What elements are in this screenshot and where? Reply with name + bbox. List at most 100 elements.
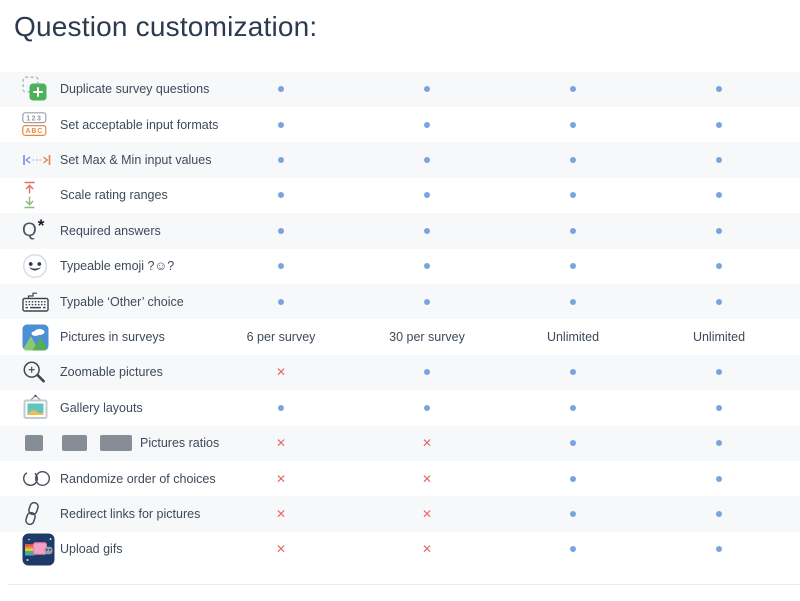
plan-value-cell	[646, 107, 792, 142]
input-formats-icon: 123 ABC	[22, 112, 60, 137]
svg-text:123: 123	[26, 115, 42, 122]
plan-value-cell	[500, 461, 646, 496]
plan-value-cell	[500, 284, 646, 319]
plan-value-cell	[500, 72, 646, 107]
feature-row: Pictures ratios ✕ ✕	[0, 425, 800, 461]
plan-value-cell	[354, 72, 500, 107]
included-dot	[424, 263, 430, 270]
plan-value-cell	[500, 390, 646, 425]
feature-row: Duplicate survey questions	[0, 71, 800, 107]
plan-value-cell: 30 per survey	[354, 319, 500, 354]
plan-value-cell	[208, 249, 354, 284]
randomize-icon	[22, 470, 60, 487]
included-dot	[716, 475, 722, 482]
included-dot	[570, 157, 576, 164]
plan-value-cell: ✕	[354, 496, 500, 531]
feature-cell: Q * Required answers	[0, 213, 208, 248]
svg-text:ABC: ABC	[26, 128, 44, 135]
included-dot	[278, 298, 284, 305]
plan-value-cell	[208, 390, 354, 425]
emoji-icon	[22, 253, 60, 279]
plan-value-cell	[646, 178, 792, 213]
feature-cell: Zoomable pictures	[0, 355, 208, 390]
included-dot	[278, 227, 284, 234]
plan-value-cell	[354, 178, 500, 213]
included-dot	[570, 298, 576, 305]
plan-value-cell	[500, 213, 646, 248]
plan-value-cell	[646, 284, 792, 319]
plan-value-cell: 6 per survey	[208, 319, 354, 354]
link-icon	[22, 501, 60, 526]
not-included-cross: ✕	[421, 542, 433, 557]
included-dot	[716, 227, 722, 234]
feature-row: Typable ‘Other’ choice	[0, 283, 800, 320]
included-dot	[570, 440, 576, 447]
plan-value-cell	[646, 532, 792, 567]
plan-value-cell: ✕	[208, 496, 354, 531]
plan-value-text: 30 per survey	[389, 330, 465, 345]
feature-cell: Set Max & Min input values	[0, 142, 211, 177]
plan-value-cell: Unlimited	[646, 319, 792, 354]
feature-label: Redirect links for pictures	[60, 506, 201, 521]
plan-value-cell	[646, 72, 792, 107]
plan-value-cell: ✕	[208, 426, 354, 461]
included-dot	[570, 546, 576, 553]
feature-cell: Duplicate survey questions	[0, 72, 209, 107]
plan-value-cell	[354, 390, 500, 425]
not-included-cross: ✕	[421, 436, 433, 451]
max-min-icon	[22, 153, 60, 167]
gif-icon	[22, 533, 60, 566]
not-included-cross: ✕	[275, 542, 287, 557]
feature-cell: Pictures in surveys	[0, 319, 208, 354]
included-dot	[424, 369, 430, 376]
included-dot	[716, 369, 722, 376]
included-dot	[716, 546, 722, 553]
included-dot	[278, 192, 284, 199]
required-answers-icon: Q *	[22, 215, 45, 242]
feature-label: Zoomable pictures	[60, 365, 163, 380]
plan-value-text: Unlimited	[692, 330, 746, 345]
feature-comparison-table: Duplicate survey questions 123 ABC Set acce…	[0, 71, 800, 567]
included-dot	[570, 404, 576, 411]
included-dot	[716, 263, 722, 270]
feature-label: Upload gifs	[60, 542, 123, 557]
included-dot	[570, 369, 576, 376]
plan-value-text: 6 per survey	[246, 330, 316, 345]
feature-label: Pictures ratios	[140, 436, 220, 451]
not-included-cross: ✕	[275, 365, 287, 380]
feature-cell: Typeable emoji ?☺?	[0, 249, 208, 284]
included-dot	[278, 121, 284, 128]
included-dot	[570, 121, 576, 128]
included-dot	[716, 404, 722, 411]
plan-value-cell	[500, 178, 646, 213]
feature-label: Typeable emoji ?☺?	[60, 259, 175, 274]
plan-value-cell	[500, 532, 646, 567]
feature-row: Set Max & Min input values	[0, 142, 800, 178]
plan-value-cell: ✕	[208, 532, 354, 567]
plan-value-cell	[500, 355, 646, 390]
plan-value-cell: ✕	[354, 461, 500, 496]
included-dot	[424, 298, 430, 305]
included-dot	[570, 475, 576, 482]
plan-value-cell: Unlimited	[500, 319, 646, 354]
not-included-cross: ✕	[421, 471, 433, 486]
not-included-cross: ✕	[275, 506, 287, 521]
feature-label: Gallery layouts	[60, 400, 143, 415]
feature-label: Scale rating ranges	[60, 188, 168, 203]
feature-row: Gallery layouts	[0, 390, 800, 425]
included-dot	[424, 192, 430, 199]
included-dot	[424, 157, 430, 164]
plan-value-cell	[646, 390, 792, 425]
included-dot	[278, 86, 284, 93]
pictures-icon	[22, 324, 60, 351]
plan-value-cell: ✕	[354, 532, 500, 567]
feature-label: Set acceptable input formats	[60, 117, 219, 132]
plan-value-cell	[354, 284, 500, 319]
included-dot	[716, 298, 722, 305]
plan-value-cell	[208, 72, 354, 107]
included-dot	[570, 192, 576, 199]
keyboard-icon	[22, 292, 60, 312]
plan-value-cell: ✕	[208, 461, 354, 496]
plan-value-cell	[500, 249, 646, 284]
feature-cell: 123 ABC Set acceptable input formats	[0, 107, 218, 142]
